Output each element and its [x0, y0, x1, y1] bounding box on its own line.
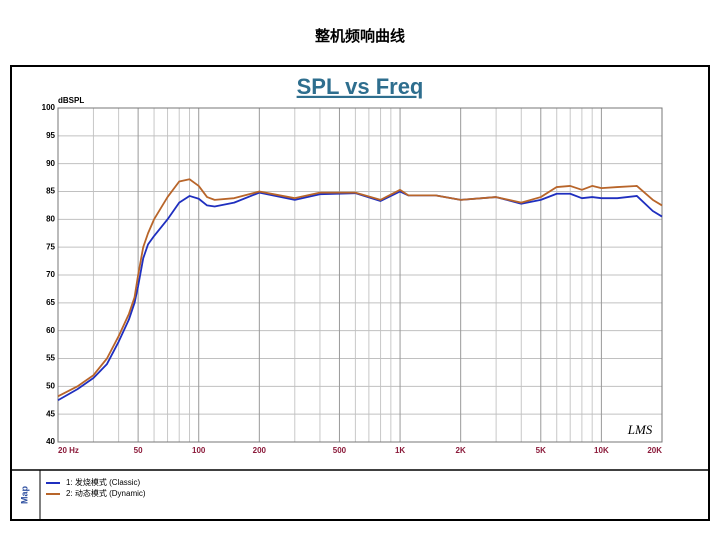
plot: 40 45 50 55 60 65 70 75 80 85 90 95 100 20 Hz 50 100 200…	[42, 103, 663, 498]
plot-border	[57, 107, 663, 443]
x-tick-label: 5K	[536, 446, 546, 455]
y-tick-label: 40	[46, 437, 55, 446]
y-tick-label: 90	[46, 159, 55, 168]
y-tick-label: 80	[46, 214, 55, 223]
chart-title: SPL vs Freq	[297, 74, 424, 99]
x-tick-label: 2K	[456, 446, 466, 455]
y-tick-label: 45	[46, 409, 55, 418]
x-tick-label: 100	[192, 446, 206, 455]
y-tick-label: 85	[46, 187, 55, 196]
annotation: LMS	[627, 422, 653, 437]
legend-title: Map	[19, 485, 29, 504]
y-axis-label: dBSPL	[58, 96, 84, 105]
y-tick-label: 100	[42, 103, 56, 112]
x-tick-label: 200	[253, 446, 267, 455]
legend-label: 1: 发烧模式 (Classic)	[66, 477, 141, 487]
x-tick-label: 20K	[647, 446, 662, 455]
x-tick-label: 1K	[395, 446, 405, 455]
series-line	[57, 178, 663, 398]
y-tick-label: 75	[46, 242, 55, 251]
x-tick-label: 10K	[594, 446, 609, 455]
y-tick-label: 50	[46, 381, 55, 390]
x-tick-label: 50	[134, 446, 143, 455]
legend-label: 2: 动态模式 (Dynamic)	[66, 488, 146, 498]
series-line	[57, 190, 663, 402]
y-tick-label: 55	[46, 354, 55, 363]
y-tick-label: 65	[46, 298, 55, 307]
y-tick-label: 70	[46, 270, 55, 279]
page-title: 整机频响曲线	[315, 27, 405, 45]
x-tick-label: 20 Hz	[58, 446, 79, 455]
x-tick-label: 500	[333, 446, 347, 455]
y-tick-label: 60	[46, 326, 55, 335]
y-tick-label: 95	[46, 131, 55, 140]
